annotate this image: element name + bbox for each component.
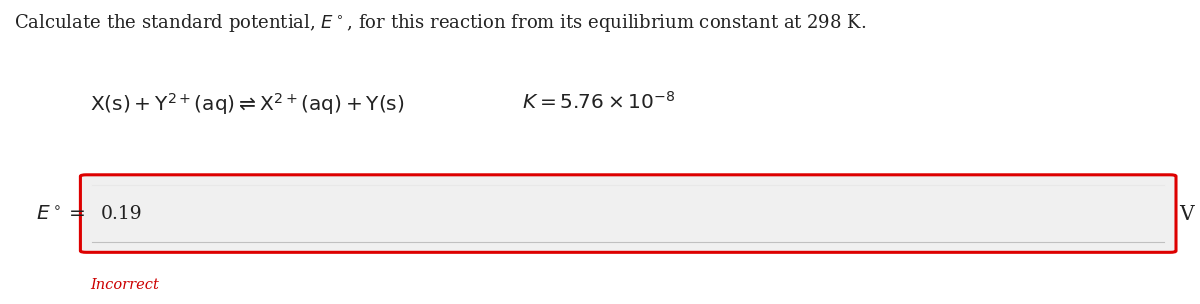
Text: Incorrect: Incorrect: [90, 278, 158, 292]
Text: 0.19: 0.19: [101, 205, 143, 223]
Text: $\mathrm{X(s) + Y^{2+}(aq) \rightleftharpoons X^{2+}(aq) + Y(s)}$: $\mathrm{X(s) + Y^{2+}(aq) \rightlefthar…: [90, 91, 404, 117]
Text: Calculate the standard potential, $E^\circ$, for this reaction from its equilibr: Calculate the standard potential, $E^\ci…: [14, 12, 866, 34]
FancyBboxPatch shape: [80, 175, 1176, 252]
Text: $E^\circ =$: $E^\circ =$: [36, 205, 85, 224]
Text: V: V: [1180, 205, 1194, 224]
Text: $K = 5.76 \times 10^{-8}$: $K = 5.76 \times 10^{-8}$: [522, 91, 676, 113]
